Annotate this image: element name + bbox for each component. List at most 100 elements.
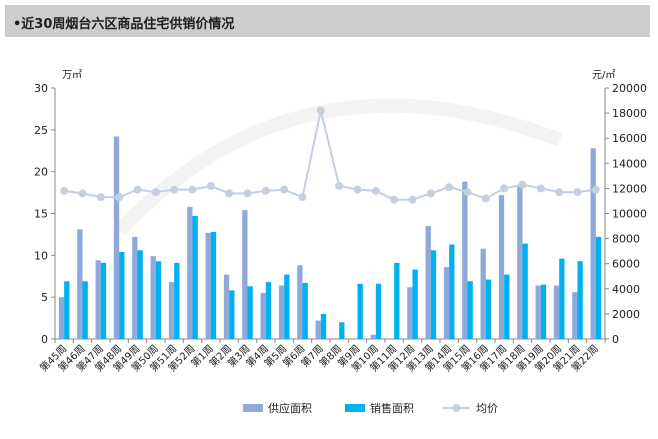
supply-bar <box>95 260 101 339</box>
price-point <box>518 180 527 189</box>
price-point <box>280 185 289 194</box>
sales-bar <box>82 281 88 339</box>
supply-bar <box>590 148 596 339</box>
y-left-tick-label: 5 <box>41 291 48 304</box>
price-point <box>445 183 454 192</box>
supply-bar <box>297 265 303 339</box>
sales-bar <box>375 283 382 339</box>
sales-bar <box>504 274 510 339</box>
sales-bar <box>174 262 180 339</box>
price-point <box>78 189 87 198</box>
sales-bar <box>467 281 473 339</box>
axes: 0 5 10 15 20 25 30 0 2000 4000 6000 8000 10000 12000 1… <box>34 69 647 346</box>
y-left-tick-label: 30 <box>34 82 48 95</box>
price-point <box>536 184 545 193</box>
y-right-tick-label: 0 <box>612 333 619 346</box>
price-point <box>481 194 490 203</box>
price-point <box>573 188 582 197</box>
y-left-unit: 万㎡ <box>62 69 82 81</box>
sales-bar <box>155 261 162 339</box>
supply-bar <box>535 285 541 339</box>
supply-bar <box>517 186 523 339</box>
sales-bar <box>247 286 253 339</box>
legend-price-label: 均价 <box>476 402 498 415</box>
y-right-tick-label: 6000 <box>612 258 640 271</box>
sales-bar <box>595 236 602 339</box>
sales-bar <box>577 261 583 339</box>
price-point <box>115 193 124 202</box>
price-point <box>298 193 307 202</box>
supply-bar <box>187 206 193 339</box>
price-point <box>463 188 472 197</box>
y-right-tick-label: 18000 <box>612 107 647 120</box>
y-left-tick-label: 10 <box>34 249 48 262</box>
sales-bar <box>320 313 327 339</box>
sales-bar <box>339 322 345 339</box>
y-right-tick-label: 20000 <box>612 82 647 95</box>
x-tick-labels: 第45周第46周第47周第48周第49周第50周第51周第52周第1周第2周第3… <box>37 342 601 374</box>
supply-bar <box>242 210 248 339</box>
y-left-tick-label: 0 <box>41 333 48 346</box>
price-point <box>225 189 234 198</box>
legend-sales-label: 销售面积 <box>370 401 414 415</box>
bars <box>58 136 602 339</box>
y-left-tick-label: 15 <box>34 208 48 221</box>
price-point <box>170 185 179 194</box>
price-point <box>335 181 344 190</box>
supply-bar <box>168 282 175 339</box>
y-right-tick-label: 16000 <box>612 132 647 145</box>
sales-bar <box>210 231 217 339</box>
sales-bar <box>485 279 492 339</box>
supply-bar <box>77 229 83 339</box>
legend-sales-swatch <box>345 404 365 412</box>
price-point <box>390 195 399 204</box>
sales-bar <box>430 250 437 339</box>
price-point <box>243 189 252 198</box>
price-point <box>133 185 142 194</box>
sales-bar <box>265 282 272 339</box>
price-point <box>408 195 417 204</box>
legend-supply-label: 供应面积 <box>268 401 312 415</box>
supply-bar <box>425 226 431 339</box>
supply-bar <box>113 136 120 339</box>
price-point <box>426 189 435 198</box>
y-left-tick-label: 20 <box>34 166 48 179</box>
supply-bar <box>443 267 450 339</box>
y-right-unit: 元/㎡ <box>592 69 615 81</box>
sales-bar <box>137 250 143 339</box>
sales-bar <box>394 262 400 339</box>
price-point <box>353 185 362 194</box>
chart-title: •近30周烟台六区商品住宅供销价情况 <box>13 17 235 32</box>
legend: 供应面积 销售面积 均价 <box>243 401 498 415</box>
supply-bar <box>370 334 376 339</box>
supply-bar <box>58 297 65 339</box>
legend-price-marker <box>452 404 461 412</box>
sales-bar <box>522 243 528 339</box>
price-point <box>371 186 380 195</box>
supply-bar <box>498 195 505 339</box>
price-point <box>591 185 600 194</box>
price-point <box>316 106 325 115</box>
supply-bar <box>462 181 468 339</box>
watermark <box>114 98 563 235</box>
supply-bar <box>480 248 486 339</box>
sales-bar <box>559 258 565 339</box>
y-right-tick-label: 8000 <box>612 233 640 246</box>
sales-bar <box>412 269 418 339</box>
y-right-tick-label: 4000 <box>612 283 640 296</box>
supply-bar <box>260 292 266 339</box>
sales-bar <box>302 282 308 339</box>
price-point <box>555 188 564 197</box>
legend-supply-swatch <box>243 404 263 412</box>
y-right-tick-label: 2000 <box>612 308 640 321</box>
sales-bar <box>64 281 70 339</box>
sales-bar <box>229 290 235 339</box>
price-point <box>60 186 69 195</box>
supply-bar <box>407 287 413 339</box>
y-left-tick-label: 25 <box>34 124 48 137</box>
supply-bar <box>205 232 211 339</box>
price-point <box>151 188 160 197</box>
supply-bar <box>315 320 321 339</box>
y-right-tick-label: 12000 <box>612 182 647 195</box>
price-point <box>96 193 105 202</box>
